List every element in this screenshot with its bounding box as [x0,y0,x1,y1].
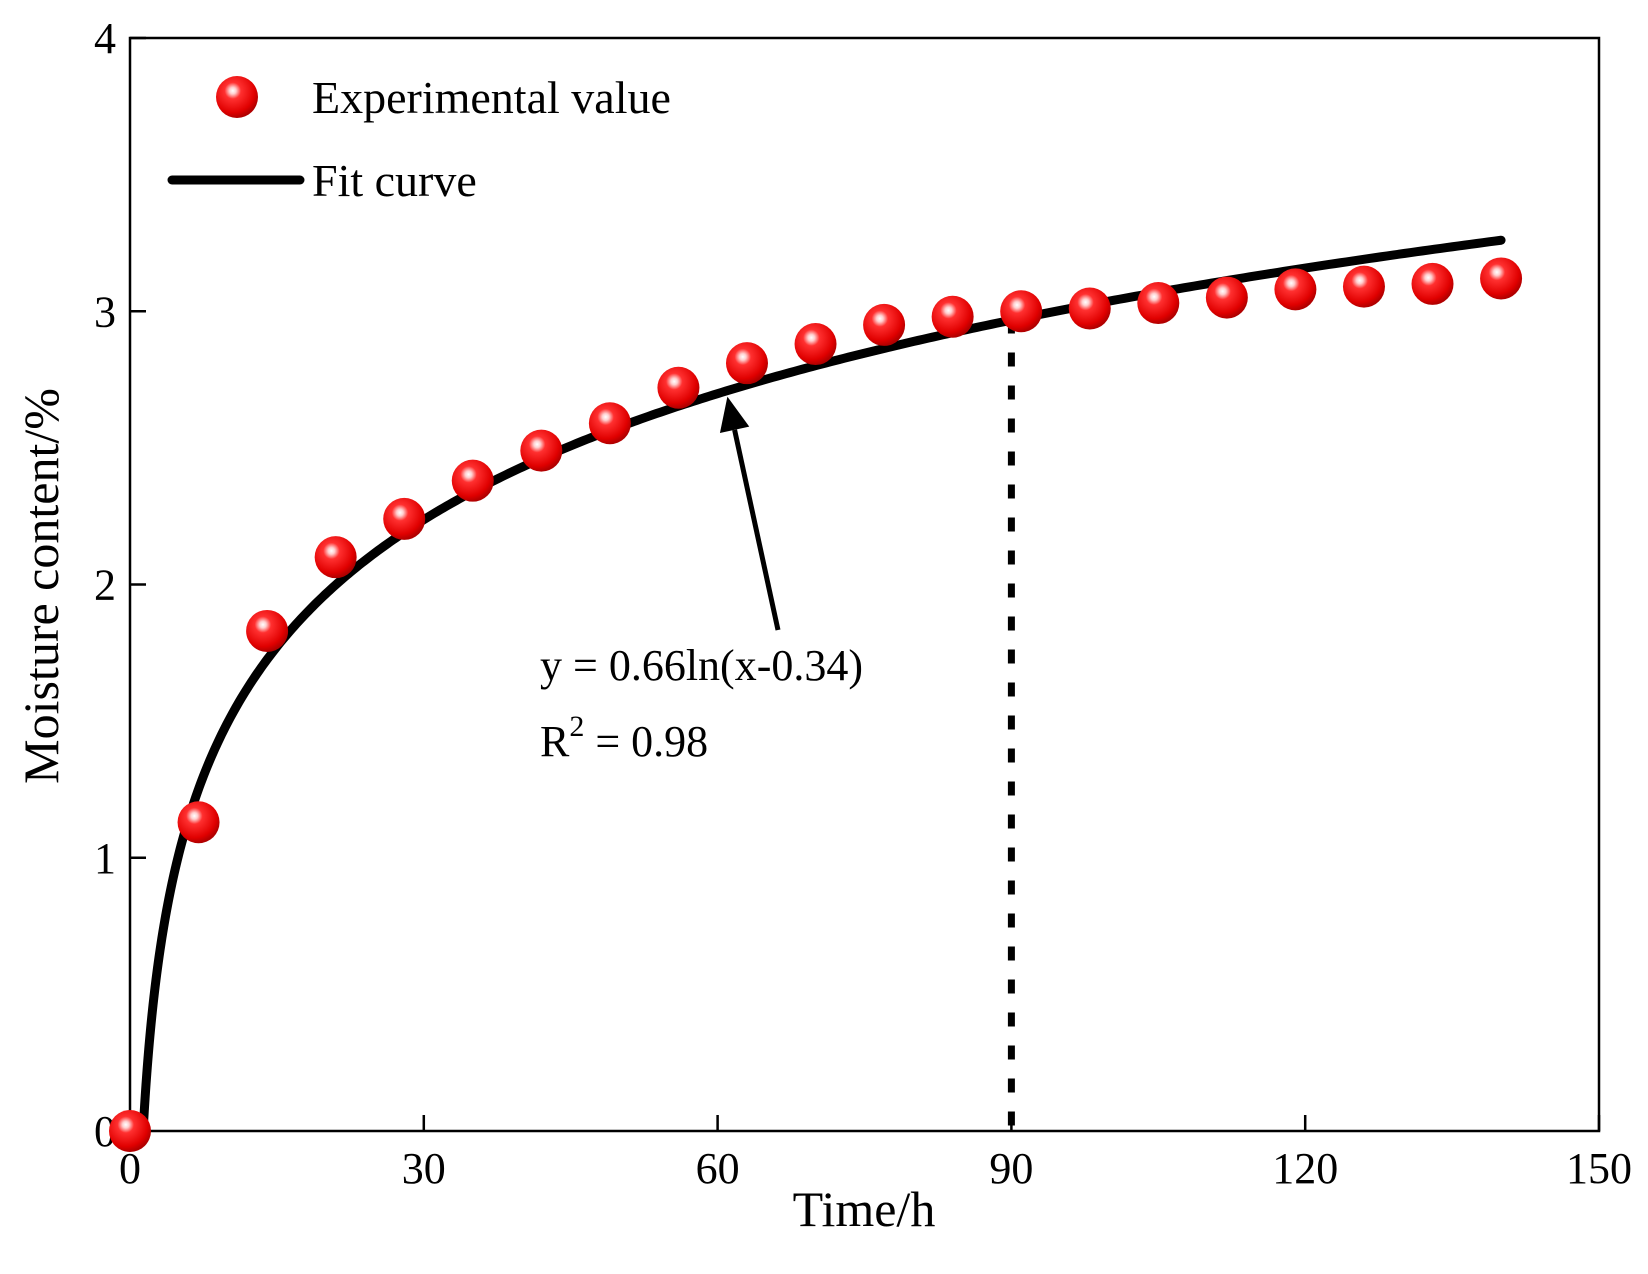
y-tick-label: 0 [94,1107,116,1156]
experimental-point [1342,265,1385,308]
x-tick-label: 90 [989,1144,1033,1193]
x-tick-label: 0 [119,1144,141,1193]
legend-label-experimental: Experimental value [312,72,671,123]
experimental-point [1137,282,1180,325]
legend: Experimental value Fit curve [167,72,671,206]
experimental-point [1411,262,1454,305]
experimental-point [863,303,906,346]
y-axis-label: Moisture content/% [13,388,69,784]
x-tick-label: 150 [1566,1144,1632,1193]
experimental-point [588,402,631,445]
experimental-point [1068,287,1111,330]
r-squared-label: R2 = 0.98 [540,710,708,766]
x-tick-label: 120 [1272,1144,1338,1193]
y-tick-label: 3 [94,287,116,336]
experimental-point [520,429,563,472]
y-tick-label: 1 [94,834,116,883]
experimental-point [383,497,426,540]
experimental-point [1205,276,1248,319]
annotation-arrowhead [719,396,750,434]
r-squared-value: = 0.98 [584,717,708,766]
fit-equation-label: y = 0.66ln(x-0.34) [540,641,863,690]
experimental-point [1000,290,1043,333]
x-axis-label: Time/h [793,1181,936,1237]
experimental-point [725,342,768,385]
experimental-point [314,536,357,579]
r-squared-prefix: R [540,717,570,766]
x-tick-label: 30 [402,1144,446,1193]
experimental-point [1274,268,1317,311]
x-tick-label: 60 [696,1144,740,1193]
annotation-arrow [732,429,781,631]
experimental-point [1480,257,1523,300]
y-tick-label: 2 [94,561,116,610]
legend-marker-experimental [216,76,258,118]
y-axis-ticks: 0 1 2 3 4 [94,14,146,1156]
experimental-points [109,257,1523,1152]
experimental-point [931,295,974,338]
experimental-point [657,366,700,409]
experimental-point [109,1110,151,1152]
legend-label-fit: Fit curve [312,155,477,206]
experimental-point [794,323,837,366]
experimental-point [177,801,220,844]
y-tick-label: 4 [94,14,116,63]
experimental-point [451,459,494,502]
experimental-point [246,609,289,652]
r-squared-superscript: 2 [569,710,584,743]
